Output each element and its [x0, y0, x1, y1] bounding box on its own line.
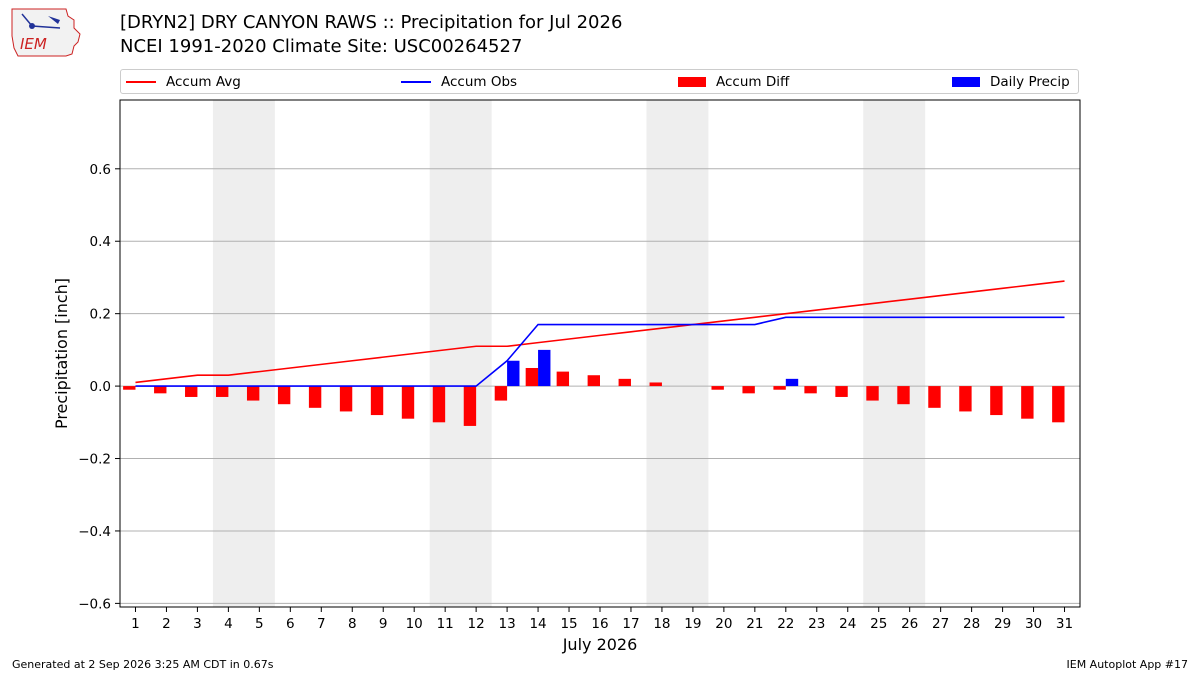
x-axis-label: July 2026 — [562, 635, 638, 654]
x-tick-label-9: 9 — [379, 616, 388, 632]
accum-diff-bar-day-13 — [494, 386, 508, 401]
accum-diff-bar-day-23 — [804, 386, 817, 394]
daily-precip-bar-day-22 — [785, 378, 799, 387]
x-tick-label-31: 31 — [1056, 616, 1073, 632]
legend-label-accum-obs: Accum Obs — [441, 74, 518, 90]
legend-item-accum-obs: Accum Obs — [401, 73, 517, 91]
x-tick-label-10: 10 — [406, 616, 423, 632]
daily-precip-bar-day-13 — [507, 360, 520, 387]
accum-diff-bar-day-21 — [742, 386, 755, 394]
x-tick-label-27: 27 — [932, 616, 949, 632]
x-tick-label-13: 13 — [499, 616, 516, 632]
chart-subtitle: NCEI 1991-2020 Climate Site: USC00264527 — [120, 36, 523, 57]
accum-diff-bar-day-28 — [959, 386, 972, 412]
legend-label-daily-precip: Daily Precip — [990, 74, 1070, 90]
accum-diff-bar-day-4 — [216, 386, 229, 397]
x-tick-label-19: 19 — [684, 616, 701, 632]
accum-diff-bar-day-1 — [123, 386, 136, 390]
accum-diff-bar-day-29 — [990, 386, 1003, 416]
legend-swatch-daily-precip — [952, 77, 980, 87]
weekend-shade-1 — [212, 100, 275, 607]
weekend-shade-4 — [863, 100, 926, 607]
legend-item-accum-avg: Accum Avg — [126, 73, 241, 91]
x-tick-label-2: 2 — [162, 616, 171, 632]
x-tick-label-16: 16 — [591, 616, 608, 632]
footer-app-text: IEM Autoplot App #17 — [1066, 658, 1189, 671]
accum-diff-bar-day-2 — [154, 386, 167, 394]
accum-diff-bar-day-12 — [463, 386, 477, 426]
x-tick-label-18: 18 — [653, 616, 670, 632]
y-tick-label-5: 0.4 — [90, 234, 111, 250]
accum-diff-bar-day-25 — [866, 386, 879, 401]
accum-diff-bar-day-15 — [556, 371, 570, 387]
accum-diff-bar-day-17 — [618, 378, 631, 387]
accum-diff-bar-day-6 — [277, 386, 291, 405]
x-tick-label-29: 29 — [994, 616, 1011, 632]
y-tick-label-6: 0.6 — [90, 162, 111, 178]
y-tick-label-1: −0.4 — [78, 524, 111, 540]
x-tick-label-14: 14 — [529, 616, 546, 632]
accum-diff-bar-day-11 — [432, 386, 446, 423]
legend-item-daily-precip: Daily Precip — [952, 73, 1070, 91]
legend-swatch-accum-obs — [401, 81, 431, 83]
accum-diff-bar-day-31 — [1052, 386, 1065, 423]
chart-title: [DRYN2] DRY CANYON RAWS :: Precipitation… — [120, 12, 623, 33]
weekend-shade-3 — [646, 100, 709, 607]
logo-text: IEM — [20, 35, 47, 53]
accum-diff-bar-day-9 — [370, 386, 384, 416]
y-tick-label-4: 0.2 — [90, 307, 111, 323]
x-tick-label-4: 4 — [224, 616, 233, 632]
accum-diff-bar-day-7 — [308, 386, 322, 408]
legend: Accum Avg Accum Obs Accum Diff Daily Pre… — [120, 69, 1079, 94]
accum-diff-bar-day-5 — [246, 386, 260, 401]
x-tick-label-1: 1 — [131, 616, 140, 632]
x-tick-label-15: 15 — [560, 616, 577, 632]
accum-diff-bar-day-20 — [711, 386, 724, 390]
x-tick-label-20: 20 — [715, 616, 732, 632]
x-tick-label-7: 7 — [317, 616, 326, 632]
x-tick-label-3: 3 — [193, 616, 202, 632]
x-tick-label-21: 21 — [746, 616, 763, 632]
x-tick-label-22: 22 — [777, 616, 794, 632]
accum-diff-bar-day-10 — [401, 386, 415, 419]
x-tick-label-8: 8 — [348, 616, 357, 632]
accum-diff-bar-day-3 — [185, 386, 198, 397]
accum-diff-bar-day-22 — [773, 386, 786, 390]
legend-swatch-accum-avg — [126, 81, 156, 83]
x-tick-label-6: 6 — [286, 616, 295, 632]
legend-label-accum-avg: Accum Avg — [166, 74, 241, 90]
y-tick-label-0: −0.6 — [78, 596, 111, 612]
x-tick-label-24: 24 — [839, 616, 856, 632]
legend-swatch-accum-diff — [678, 77, 706, 87]
accum-diff-bar-day-24 — [835, 386, 848, 397]
accum-diff-bar-day-16 — [587, 375, 600, 387]
y-tick-label-2: −0.2 — [78, 452, 111, 468]
accum-diff-bar-day-18 — [649, 382, 662, 387]
x-tick-label-25: 25 — [870, 616, 887, 632]
footer-generated-text: Generated at 2 Sep 2026 3:25 AM CDT in 0… — [12, 658, 274, 671]
daily-precip-bar-day-14 — [538, 349, 551, 387]
series-line-accum-obs — [135, 316, 1065, 387]
x-tick-label-30: 30 — [1025, 616, 1042, 632]
x-tick-label-12: 12 — [468, 616, 485, 632]
y-tick-label-3: 0.0 — [90, 379, 111, 395]
accum-diff-bar-day-8 — [339, 386, 353, 412]
x-tick-label-5: 5 — [255, 616, 264, 632]
accum-diff-bar-day-26 — [897, 386, 910, 405]
x-tick-label-23: 23 — [808, 616, 825, 632]
x-tick-label-28: 28 — [963, 616, 980, 632]
weekend-shade-2 — [429, 100, 492, 607]
accum-diff-bar-day-27 — [928, 386, 941, 408]
iem-logo: IEM — [8, 6, 82, 62]
x-tick-label-17: 17 — [622, 616, 639, 632]
accum-diff-bar-day-30 — [1021, 386, 1034, 419]
x-tick-label-11: 11 — [437, 616, 454, 632]
series-line-accum-avg — [135, 280, 1065, 384]
accum-diff-bar-day-14 — [525, 367, 539, 387]
x-tick-label-26: 26 — [901, 616, 918, 632]
legend-item-accum-diff: Accum Diff — [678, 73, 789, 91]
legend-label-accum-diff: Accum Diff — [716, 74, 790, 90]
y-axis-label: Precipitation [inch] — [52, 278, 71, 429]
